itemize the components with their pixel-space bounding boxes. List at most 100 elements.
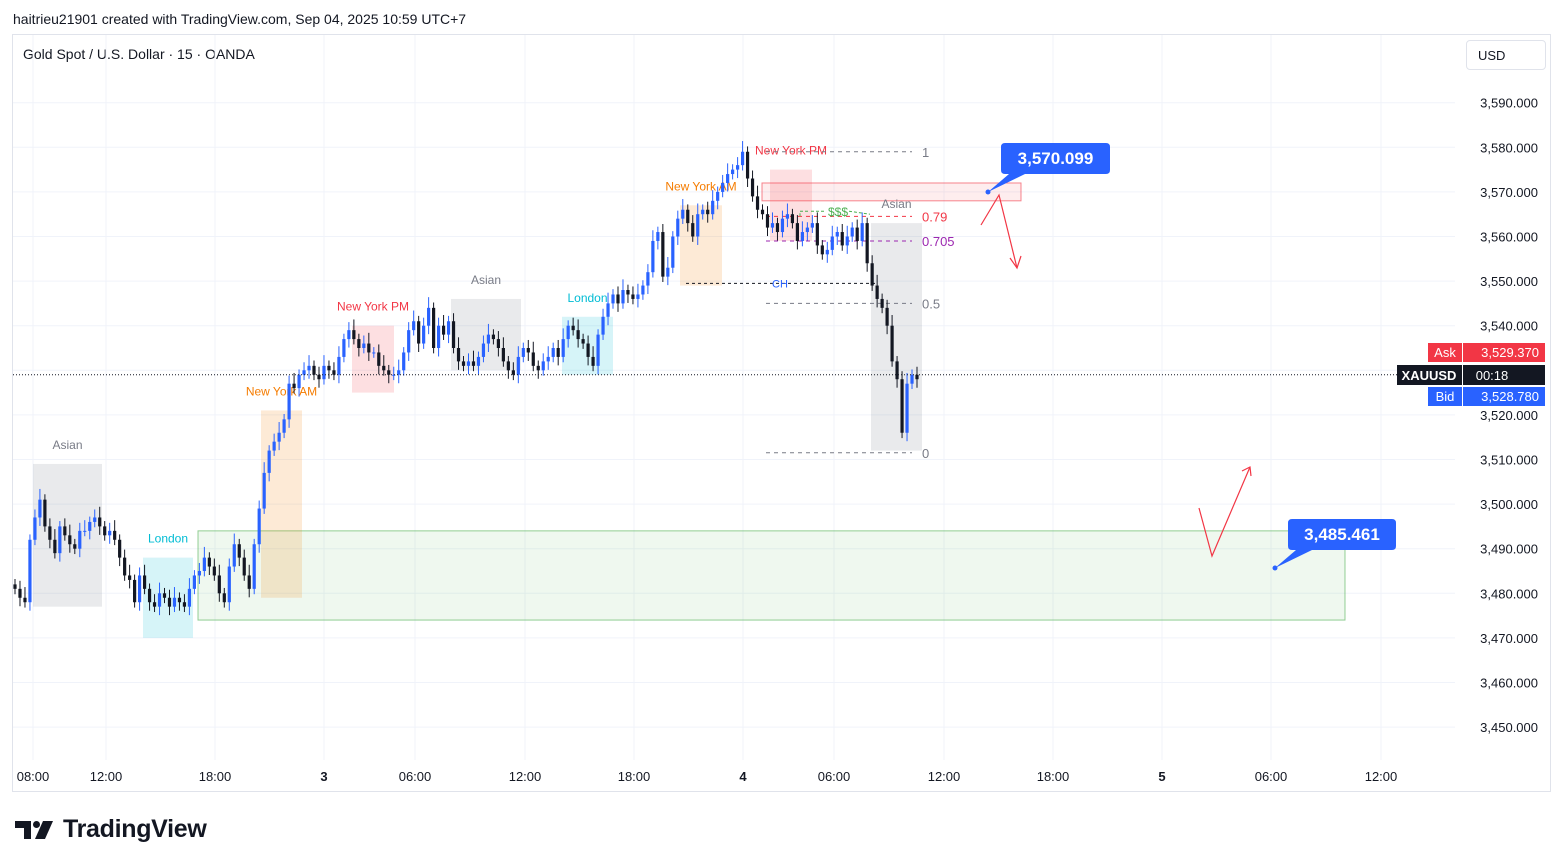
session-label: London xyxy=(148,532,188,546)
candle-body xyxy=(805,227,809,233)
y-tick-label: 3,480.000 xyxy=(1480,586,1538,601)
candle-body xyxy=(252,544,256,589)
candle-body xyxy=(137,575,142,603)
candle-body xyxy=(636,294,640,299)
candle-body xyxy=(546,356,550,362)
y-tick-label: 3,550.000 xyxy=(1480,274,1538,289)
candle-body xyxy=(506,361,510,371)
x-tick-label: 3 xyxy=(320,769,327,784)
symbol-tag xyxy=(1397,365,1462,385)
currency-button[interactable]: USD xyxy=(1466,40,1546,70)
candle-body xyxy=(486,334,491,344)
candle-body xyxy=(581,339,585,344)
demand-zone xyxy=(197,530,1346,621)
candle-body xyxy=(118,539,122,558)
candle-body xyxy=(755,196,760,210)
callout-anchor xyxy=(985,189,991,195)
callout-bubble xyxy=(988,143,1110,192)
candle-body xyxy=(466,361,471,366)
y-tick-label: 3,540.000 xyxy=(1480,319,1538,334)
candle-body xyxy=(441,325,446,335)
buy-target-callout: 3,485.461 xyxy=(1272,519,1396,571)
bullish-projection-arrow xyxy=(1198,466,1251,558)
candle-body xyxy=(691,223,695,237)
candle-body xyxy=(790,214,795,224)
candle-body xyxy=(855,227,859,241)
candle-body xyxy=(865,223,869,264)
x-tick-label: 12:00 xyxy=(928,769,961,784)
candle-body xyxy=(222,593,226,603)
y-axis: 3,450.000 3,460.000 3,470.000 3,480.000 3,49… xyxy=(1397,96,1545,735)
candle-body xyxy=(93,517,97,522)
candle-body xyxy=(476,356,481,366)
candle-body xyxy=(501,348,505,362)
candle-body xyxy=(870,263,874,286)
candle-body xyxy=(606,303,610,317)
candle-body xyxy=(48,526,52,540)
candle-body xyxy=(432,307,436,348)
candle-body xyxy=(656,232,660,241)
bid-tag xyxy=(1428,387,1462,406)
candle-body xyxy=(237,544,241,558)
tradingview-logo: TradingView xyxy=(15,815,207,844)
candle-body xyxy=(28,539,32,603)
candle-body xyxy=(696,214,700,237)
candle-body xyxy=(895,361,899,380)
candle-body xyxy=(646,272,650,286)
bearish-projection-arrow xyxy=(980,193,1018,269)
candle-body xyxy=(641,285,645,295)
candle-body xyxy=(207,557,211,567)
fib-level-label: 1 xyxy=(922,145,929,160)
candle-body xyxy=(516,356,520,375)
bid-price: 3,528.780 xyxy=(1481,389,1539,404)
candle-body xyxy=(850,227,854,237)
candle-body xyxy=(760,209,765,215)
choch-label: CH xyxy=(772,278,788,290)
candle-body xyxy=(172,597,177,607)
candle-body xyxy=(402,352,406,371)
callout-value: 3,485.461 xyxy=(1304,525,1380,544)
candle-body xyxy=(128,575,132,580)
candle-body xyxy=(108,530,112,536)
x-tick-label: 06:00 xyxy=(1255,769,1288,784)
candle-body xyxy=(611,294,615,304)
ask-price: 3,529.370 xyxy=(1481,345,1539,360)
candle-body xyxy=(212,566,216,576)
candle-body xyxy=(740,151,745,166)
candle-body xyxy=(257,508,261,545)
candle-body xyxy=(820,245,824,255)
candle-body xyxy=(536,365,540,371)
candle-body xyxy=(671,236,675,268)
candle-body xyxy=(397,370,401,375)
candle-body xyxy=(197,571,201,576)
candle-body xyxy=(133,579,137,603)
candle-body xyxy=(626,290,630,295)
candle-body xyxy=(631,294,635,299)
candle-body xyxy=(775,223,780,233)
candle-body xyxy=(177,597,182,603)
candle-body xyxy=(830,236,834,250)
candle-body xyxy=(561,339,565,357)
x-axis: 08:00 12:00 18:00 3 06:00 12:00 18:00 4 06:00 12:… xyxy=(17,769,1398,784)
candle-body xyxy=(795,223,799,241)
candle-body xyxy=(745,151,750,179)
session-box xyxy=(261,410,302,598)
candle-body xyxy=(422,325,426,344)
candle-body xyxy=(785,214,790,219)
candle-body xyxy=(860,223,864,241)
x-tick-label: 12:00 xyxy=(509,769,542,784)
candle-body xyxy=(382,365,386,371)
session-box xyxy=(33,463,102,607)
symbol-title[interactable]: Gold Spot / U.S. Dollar · 15 · OANDA xyxy=(23,46,255,62)
y-tick-label: 3,570.000 xyxy=(1480,185,1538,200)
candle-body xyxy=(63,526,67,536)
candle-body xyxy=(83,530,87,532)
y-tick-label: 3,490.000 xyxy=(1480,542,1538,557)
candle-body xyxy=(147,588,152,603)
candle-body xyxy=(387,370,391,375)
chart-frame[interactable] xyxy=(12,34,1551,792)
candle-body xyxy=(446,321,451,335)
x-tick-label: 4 xyxy=(739,769,747,784)
y-tick-label: 3,560.000 xyxy=(1480,230,1538,245)
